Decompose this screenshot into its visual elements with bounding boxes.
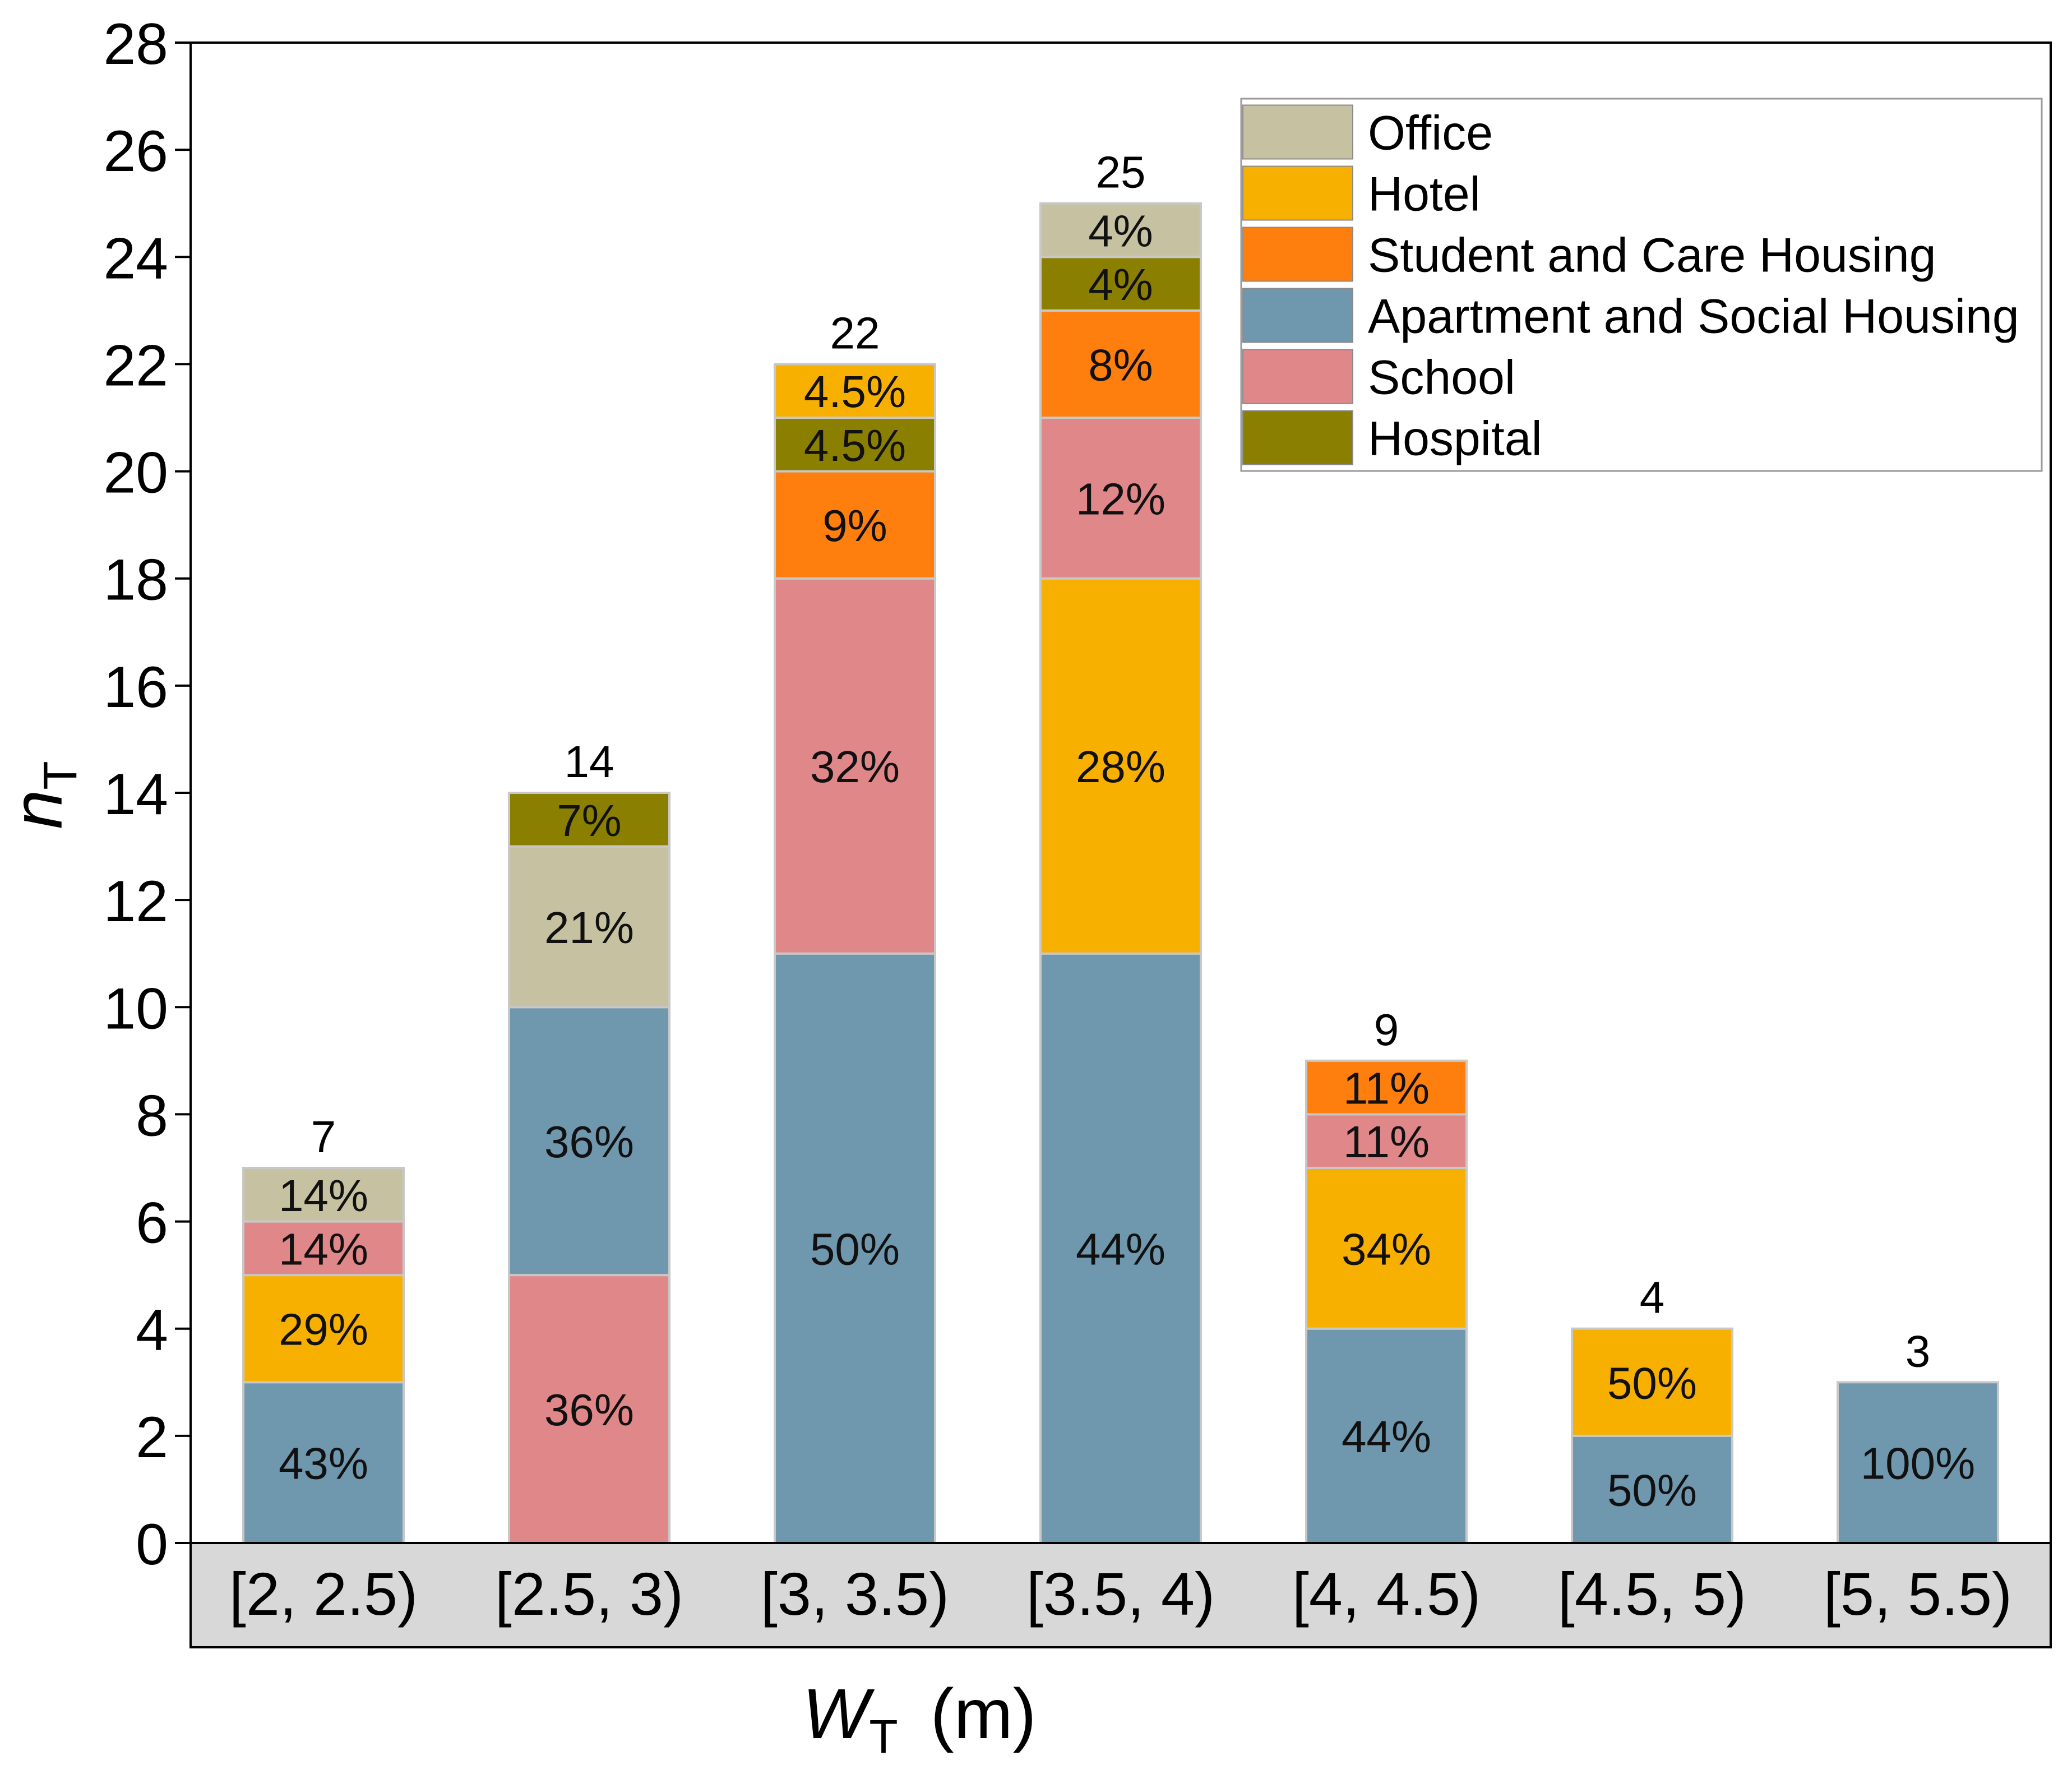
y-tick-label: 12 [103, 869, 168, 934]
y-tick-label: 20 [103, 441, 168, 506]
x-axis: [2, 2.5) [2.5, 3) [3, 3.5) [3.5, 4) [4, 4.5)… [229, 1560, 2012, 1628]
segment-percent-label: 14% [279, 1171, 368, 1221]
x-category-label: [3.5, 4) [1026, 1560, 1215, 1628]
bar-total-label: 25 [1096, 147, 1146, 197]
bar-segment-office [508, 845, 670, 1009]
segment-percent-label: 50% [810, 1224, 900, 1274]
segment-percent-label: 8% [1088, 340, 1153, 390]
legend-swatch-hotel [1242, 165, 1353, 221]
segment-percent-label: 100% [1861, 1439, 1976, 1489]
bar-segment-hotel [1571, 1327, 1733, 1437]
bar-total-label: 9 [1374, 1005, 1399, 1055]
y-tick-label: 14 [103, 762, 168, 827]
segment-percent-label: 32% [810, 742, 900, 792]
legend: Office Hotel Student and Care Housing Apart… [1240, 98, 2043, 472]
legend-label: Hotel [1368, 168, 1481, 221]
bar-segment-hotel [774, 363, 936, 419]
category-band [191, 1543, 2051, 1647]
bar-segment-school [508, 1274, 670, 1544]
bar-segment-hospital [774, 417, 936, 473]
bar-total-label: 4 [1640, 1273, 1665, 1323]
plot-frame [189, 41, 2052, 1648]
segment-percent-label: 4.5% [804, 421, 906, 470]
bars-layer: 43% 29% 14%14% 7 36% 36% 21% 7% 14 50% 32% 9% 4.5%4.… [242, 147, 1999, 1545]
bar-segment-school [1039, 417, 1202, 580]
bar-segment-apartment-and-social-housing [1039, 952, 1202, 1544]
segment-percent-label: 4.5% [804, 367, 906, 417]
legend-swatch-office [1242, 104, 1353, 160]
legend-swatch-student-and-care-housing [1242, 227, 1353, 282]
y-tick-label: 4 [136, 1298, 168, 1363]
segment-percent-label: 50% [1607, 1465, 1697, 1515]
bar-segment-school [774, 577, 936, 955]
y-tick-label: 10 [103, 976, 168, 1041]
segment-percent-label: 9% [822, 501, 887, 551]
legend-label: Apartment and Social Housing [1368, 290, 2019, 344]
segment-percent-label: 4% [1088, 206, 1153, 256]
bar-total-label: 22 [830, 308, 880, 358]
x-category-label: [2, 2.5) [229, 1560, 418, 1628]
segment-percent-label: 4% [1088, 260, 1153, 309]
x-category-label: [5, 5.5) [1824, 1560, 2012, 1628]
x-category-label: [4, 4.5) [1292, 1560, 1481, 1628]
segment-percent-label: 14% [279, 1224, 368, 1274]
bar-segment-student-and-care-housing [1305, 1059, 1468, 1116]
bar-segment-school [1305, 1113, 1468, 1170]
bar-segment-office [1039, 202, 1202, 258]
bar-segment-student-and-care-housing [774, 470, 936, 580]
legend-label: Office [1368, 107, 1493, 160]
bar-segment-student-and-care-housing [1039, 309, 1202, 419]
legend-frame [1240, 98, 2043, 472]
y-tick-label: 18 [103, 548, 168, 613]
y-axis-title: nT [0, 761, 86, 829]
bar-segment-hospital [508, 792, 670, 848]
bar-total-label: 3 [1905, 1326, 1931, 1376]
bar-segment-hotel [1039, 577, 1202, 955]
segment-percent-label: 34% [1342, 1224, 1431, 1274]
y-tick-label: 22 [103, 333, 168, 398]
segment-percent-label: 29% [279, 1305, 368, 1355]
y-tick-label: 16 [103, 655, 168, 720]
legend-label: Hospital [1368, 412, 1542, 466]
x-category-label: [2.5, 3) [495, 1560, 683, 1628]
y-tick-label: 26 [103, 119, 168, 184]
y-tick-label: 6 [136, 1191, 168, 1256]
x-axis-title: WT (m) [802, 1674, 1036, 1763]
segment-percent-label: 44% [1076, 1224, 1166, 1274]
segment-percent-label: 44% [1342, 1412, 1431, 1462]
y-tick-label: 28 [103, 12, 168, 77]
bar-segment-apartment-and-social-housing [1571, 1434, 1733, 1545]
y-tick-label: 24 [103, 226, 168, 291]
y-tick-label: 8 [136, 1083, 168, 1148]
segment-percent-label: 43% [279, 1439, 368, 1489]
segment-percent-label: 21% [544, 903, 634, 953]
bar-segment-office [242, 1167, 405, 1223]
legend-label: Student and Care Housing [1368, 229, 1936, 283]
legend-swatch-hospital [1242, 410, 1353, 465]
segment-percent-label: 12% [1076, 474, 1166, 524]
x-category-label: [4.5, 5) [1558, 1560, 1746, 1628]
y-tick-label: 0 [136, 1512, 168, 1577]
x-category-label: [3, 3.5) [761, 1560, 949, 1628]
bar-total-label: 7 [311, 1112, 336, 1162]
legend-label: School [1368, 351, 1515, 405]
legend-swatch-school [1242, 349, 1353, 404]
segment-percent-label: 11% [1343, 1117, 1430, 1167]
bar-total-label: 14 [565, 737, 614, 787]
segment-percent-label: 7% [557, 796, 622, 846]
bar-segment-hotel [242, 1274, 405, 1384]
bar-segment-apartment-and-social-housing [508, 1006, 670, 1277]
segment-percent-label: 50% [1607, 1358, 1697, 1408]
legend-swatch-apartment-and-social-housing [1242, 288, 1353, 343]
segment-percent-label: 28% [1076, 742, 1166, 792]
y-tick-label: 2 [136, 1405, 168, 1470]
bar-segment-apartment-and-social-housing [1837, 1381, 1999, 1544]
segment-percent-label: 36% [544, 1117, 634, 1167]
segment-percent-label: 36% [544, 1385, 634, 1435]
segment-percent-label: 11% [1343, 1064, 1430, 1114]
